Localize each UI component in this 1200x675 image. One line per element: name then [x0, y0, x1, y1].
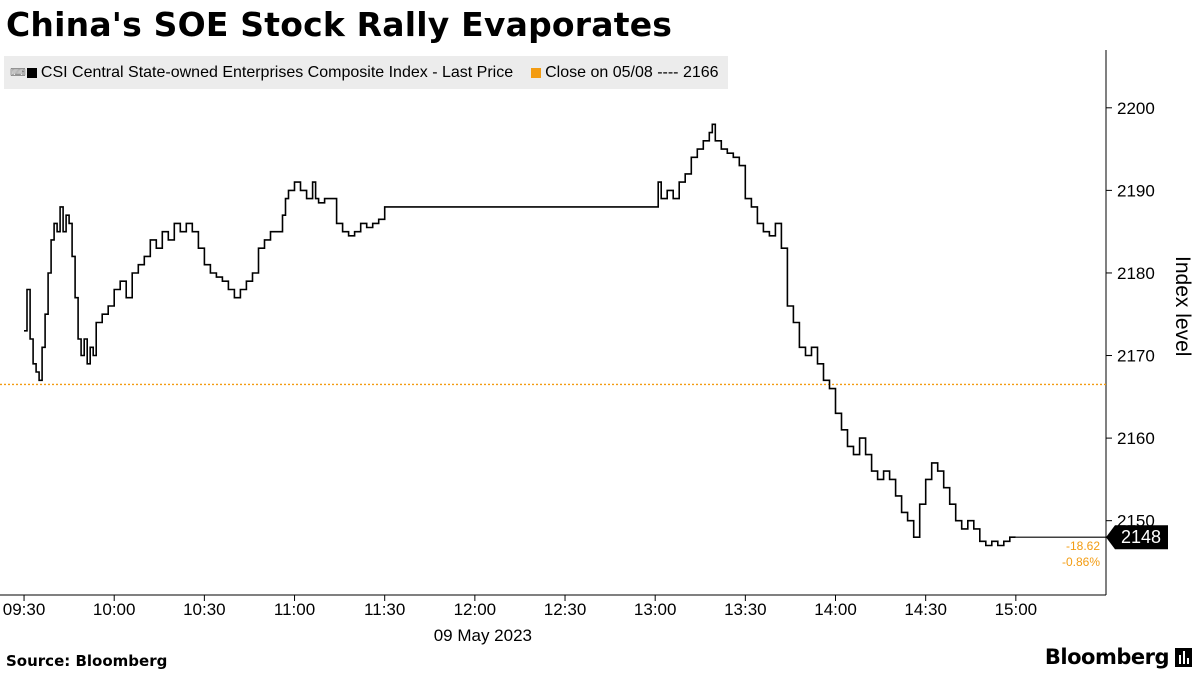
x-tick-label: 09:30 [3, 600, 46, 619]
y-tick-label: 2170 [1117, 347, 1155, 366]
x-tick-label: 11:30 [364, 600, 405, 619]
y-tick-label: 2200 [1117, 99, 1155, 118]
legend-close-label: Close on 05/08 ---- 2166 [545, 63, 719, 81]
y-tick-label: 2180 [1117, 264, 1155, 283]
y-tick-label: 2160 [1117, 429, 1155, 448]
x-tick-label: 11:00 [274, 600, 315, 619]
expand-icon: ⌨ [10, 67, 26, 79]
brand-wordmark: Bloomberg [1044, 645, 1170, 669]
last-value-label: 2148 [1121, 527, 1161, 547]
bloomberg-bars-icon [1175, 647, 1192, 667]
x-tick-label: 12:00 [454, 600, 497, 619]
x-tick-label: 15:00 [995, 600, 1038, 619]
close-swatch [531, 67, 542, 78]
bloomberg-logo: Bloomberg [1045, 645, 1192, 669]
source-note: Source: Bloomberg [6, 652, 168, 670]
series-line [24, 123, 1016, 547]
labels-layer: 2148 -18.62 -0.86% [1062, 525, 1168, 569]
legend: ⌨ CSI Central State-owned Enterprises Co… [4, 56, 728, 89]
x-tick-label: 14:30 [904, 600, 947, 619]
x-tick-label: 13:00 [634, 600, 677, 619]
x-tick-label: 12:30 [544, 600, 587, 619]
legend-series-label: CSI Central State-owned Enterprises Comp… [40, 63, 514, 81]
y-axis-label: Index level [1171, 256, 1194, 356]
x-axis-label: 09 May 2023 [434, 626, 532, 645]
series-layer [24, 123, 1106, 547]
x-tick-label: 13:30 [724, 600, 767, 619]
chart-title: China's SOE Stock Rally Evaporates [6, 5, 673, 44]
x-tick-label: 10:30 [183, 600, 226, 619]
x-tick-label: 10:00 [93, 600, 136, 619]
x-tick-label: 14:00 [814, 600, 857, 619]
y-tick-label: 2190 [1117, 181, 1155, 200]
change-label: -0.86% [1062, 555, 1100, 569]
legend-item-series: ⌨ CSI Central State-owned Enterprises Co… [10, 64, 513, 82]
legend-item-close: Close on 05/08 ---- 2166 [531, 63, 719, 82]
change-label: -18.62 [1066, 539, 1100, 553]
last-value-tag [1106, 525, 1168, 550]
series-swatch [26, 67, 37, 78]
